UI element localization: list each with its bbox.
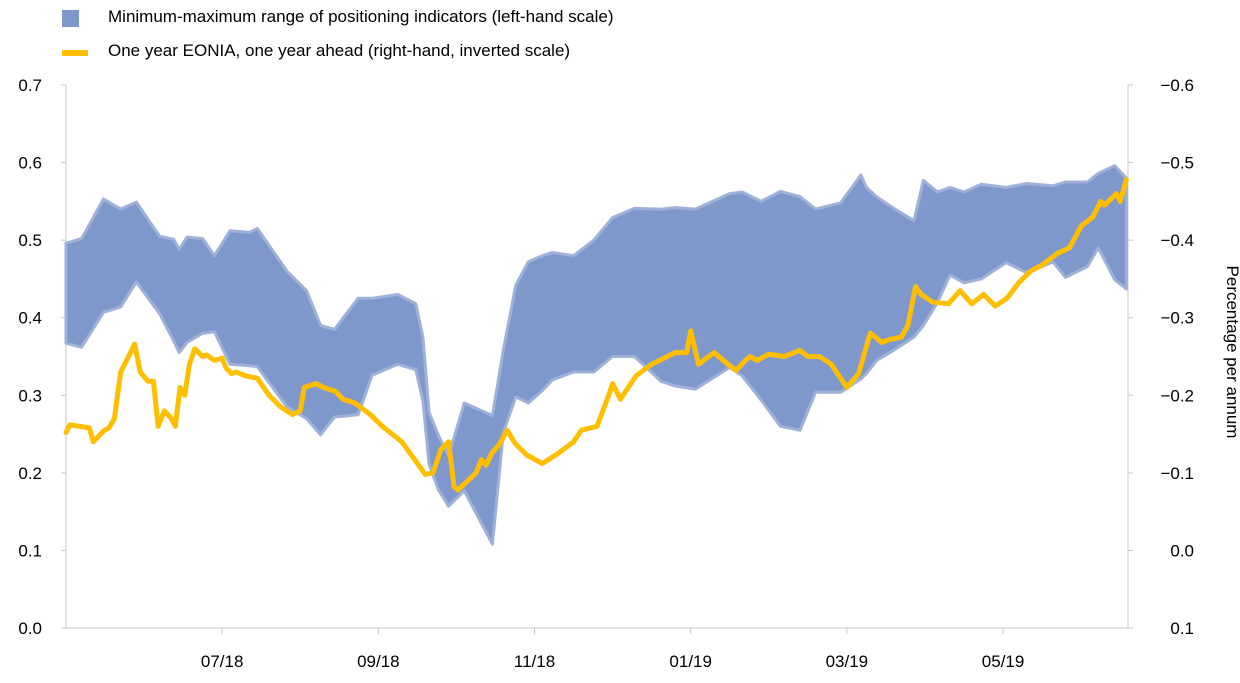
legend-label-eonia: One year EONIA, one year ahead (right-ha…: [108, 41, 571, 60]
left-axis-tick-label: 0.5: [18, 231, 42, 250]
right-axis-tick-label: −0.6: [1160, 76, 1194, 95]
x-axis-tick-label: 11/18: [514, 652, 555, 671]
left-axis-tick-label: 0.0: [18, 619, 42, 638]
legend-swatch-range: [62, 10, 79, 27]
right-axis-tick-label: 0.1: [1170, 619, 1194, 638]
left-axis-tick-label: 0.2: [18, 464, 42, 483]
legend-label-range: Minimum-maximum range of positioning ind…: [108, 7, 614, 26]
right-axis-tick-label: −0.2: [1160, 386, 1194, 405]
right-axis-tick-label: −0.3: [1160, 309, 1194, 328]
right-axis-tick-label: −0.4: [1160, 231, 1194, 250]
left-axis-tick-label: 0.6: [18, 154, 42, 173]
x-axis-tick-label: 07/18: [201, 652, 244, 671]
right-axis-tick-label: −0.5: [1160, 154, 1194, 173]
left-axis-tick-label: 0.7: [18, 76, 42, 95]
right-axis-title: Percentage per annum: [1223, 265, 1240, 439]
right-axis-tick-label: −0.1: [1160, 464, 1194, 483]
left-axis-tick-label: 0.4: [18, 309, 42, 328]
legend-swatch-eonia: [62, 50, 88, 56]
left-axis-tick-label: 0.1: [18, 541, 42, 560]
range-area: [64, 164, 1128, 546]
x-axis-tick-label: 01/19: [669, 652, 712, 671]
left-axis-tick-label: 0.3: [18, 386, 42, 405]
x-axis-tick-label: 05/19: [982, 652, 1025, 671]
right-axis-tick-label: 0.0: [1170, 541, 1194, 560]
x-axis-tick-label: 03/19: [826, 652, 869, 671]
x-axis-tick-label: 09/18: [357, 652, 400, 671]
eonia-line: [63, 177, 1129, 493]
